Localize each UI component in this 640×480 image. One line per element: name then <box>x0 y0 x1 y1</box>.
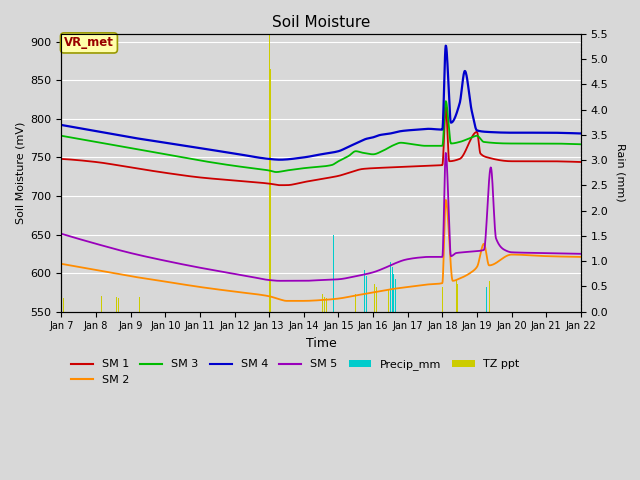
Bar <box>489 281 490 312</box>
Text: VR_met: VR_met <box>64 36 114 49</box>
Bar <box>118 298 119 312</box>
Y-axis label: Rain (mm): Rain (mm) <box>615 144 625 202</box>
Title: Soil Moisture: Soil Moisture <box>272 15 371 30</box>
Bar <box>364 270 365 312</box>
Bar <box>457 284 458 312</box>
Bar <box>355 294 356 312</box>
Legend: SM 1, SM 2, SM 3, SM 4, SM 5, Precip_mm, TZ ppt: SM 1, SM 2, SM 3, SM 4, SM 5, Precip_mm,… <box>66 355 524 389</box>
Bar <box>390 292 391 312</box>
Bar <box>395 279 396 312</box>
Bar <box>376 288 377 312</box>
Bar <box>270 69 271 312</box>
Bar <box>139 297 140 312</box>
Bar <box>583 290 584 312</box>
Bar <box>100 296 102 312</box>
Bar <box>582 299 583 312</box>
Bar <box>324 297 325 312</box>
Bar <box>326 298 327 312</box>
Bar <box>486 288 487 312</box>
Bar <box>390 262 391 312</box>
X-axis label: Time: Time <box>306 337 337 350</box>
Bar <box>442 288 443 312</box>
Bar <box>353 291 355 312</box>
Bar <box>388 290 389 312</box>
Bar <box>365 276 367 312</box>
Bar <box>374 284 375 312</box>
Bar <box>116 297 117 312</box>
Y-axis label: Soil Moisture (mV): Soil Moisture (mV) <box>15 121 25 224</box>
